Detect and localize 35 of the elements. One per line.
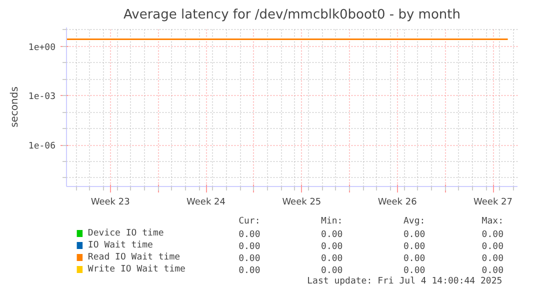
text: 0.00 <box>238 254 260 264</box>
x-tick-label: Week 25 <box>282 198 322 208</box>
legend-label: Read IO Wait time <box>88 252 180 262</box>
text: 0.00 <box>321 254 343 264</box>
text: 0.00 <box>238 242 260 252</box>
text: 0.00 <box>238 266 260 276</box>
text: 0.00 <box>482 254 504 264</box>
text: Cur: <box>238 216 260 226</box>
chart-title: Average latency for /dev/mmcblk0boot0 - by month <box>124 8 461 22</box>
text: 0.00 <box>482 230 504 240</box>
text: 0.00 <box>482 242 504 252</box>
text: 0.00 <box>321 266 343 276</box>
text: 0.00 <box>403 242 426 252</box>
text: Min: <box>321 216 343 226</box>
text: 0.00 <box>403 266 426 276</box>
y-tick-label: 1e-03 <box>28 92 56 102</box>
y-axis-title: seconds <box>9 86 20 128</box>
x-tick-label: Week 24 <box>186 198 226 208</box>
x-tick-label: Week 26 <box>378 198 418 208</box>
text: 0.00 <box>403 230 426 240</box>
legend-label: Device IO time <box>88 228 164 238</box>
text: 0.00 <box>403 254 426 264</box>
text: 0.00 <box>321 230 343 240</box>
text: 0.00 <box>321 242 343 252</box>
x-tick-label: Week 27 <box>474 198 513 208</box>
text: Avg: <box>403 216 426 226</box>
text: 0.00 <box>238 230 260 240</box>
text: Last update: Fri Jul 4 14:00:44 2025 <box>307 276 502 286</box>
y-tick-label: 1e+00 <box>28 42 56 53</box>
legend-label: IO Wait time <box>88 240 153 250</box>
text: 0.00 <box>482 266 504 276</box>
text: Max: <box>482 216 504 226</box>
y-tick-label: 1e-06 <box>28 142 56 152</box>
x-tick-label: Week 23 <box>90 198 130 208</box>
legend-label: Write IO Wait time <box>88 264 186 274</box>
